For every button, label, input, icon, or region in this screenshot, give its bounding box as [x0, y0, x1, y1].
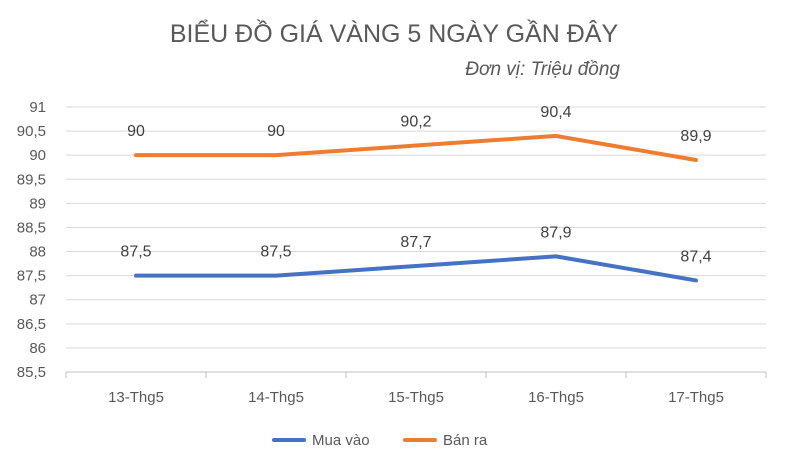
data-label: 87,7 [400, 234, 431, 251]
data-label: 90,4 [540, 104, 571, 121]
data-label: 87,5 [260, 244, 291, 261]
y-tick-label: 89,5 [17, 171, 46, 188]
x-tick-label: 15-Thg5 [388, 389, 444, 406]
data-label: 89,9 [680, 128, 711, 145]
y-tick-label: 86 [29, 340, 46, 357]
x-tick-label: 14-Thg5 [248, 389, 304, 406]
chart-subtitle: Đơn vị: Triệu đồng [465, 59, 620, 80]
data-label: 87,4 [680, 248, 711, 265]
series-line [134, 254, 698, 283]
legend-label: Bán ra [443, 432, 488, 449]
legend: Mua vào Bán ra [272, 432, 488, 449]
axes: 85,5 86 86,5 87 87,5 88 88,5 89 89,5 90 90,5 91 13-T… [17, 99, 767, 406]
series-lines [134, 133, 698, 283]
x-tick-label: 16-Thg5 [528, 389, 584, 406]
gridlines [66, 106, 766, 373]
chart-title: BIỂU ĐỒ GIÁ VÀNG 5 NGÀY GẦN ĐÂY [170, 18, 619, 48]
y-tick-label: 90,5 [17, 123, 46, 140]
y-tick-label: 87 [29, 292, 46, 309]
x-tick-label: 13-Thg5 [108, 389, 164, 406]
data-label: 87,5 [120, 244, 151, 261]
y-tick-label: 91 [29, 99, 46, 116]
y-tick-label: 85,5 [17, 364, 46, 381]
legend-label: Mua vào [312, 432, 370, 449]
data-label: 90 [127, 123, 145, 140]
x-tick-label: 17-Thg5 [668, 389, 724, 406]
data-label: 90 [267, 123, 285, 140]
y-tick-label: 86,5 [17, 316, 46, 333]
y-tick-label: 88,5 [17, 219, 46, 236]
y-tick-label: 88 [29, 244, 46, 261]
series-line [134, 133, 698, 162]
data-label: 87,9 [540, 224, 571, 241]
data-label: 90,2 [400, 114, 431, 131]
y-tick-label: 90 [29, 147, 46, 164]
y-tick-label: 87,5 [17, 268, 46, 285]
data-labels: 87,5 87,5 87,7 87,9 87,4 90 90 90,2 90,4 89,9 [120, 104, 711, 266]
y-tick-label: 89 [29, 195, 46, 212]
